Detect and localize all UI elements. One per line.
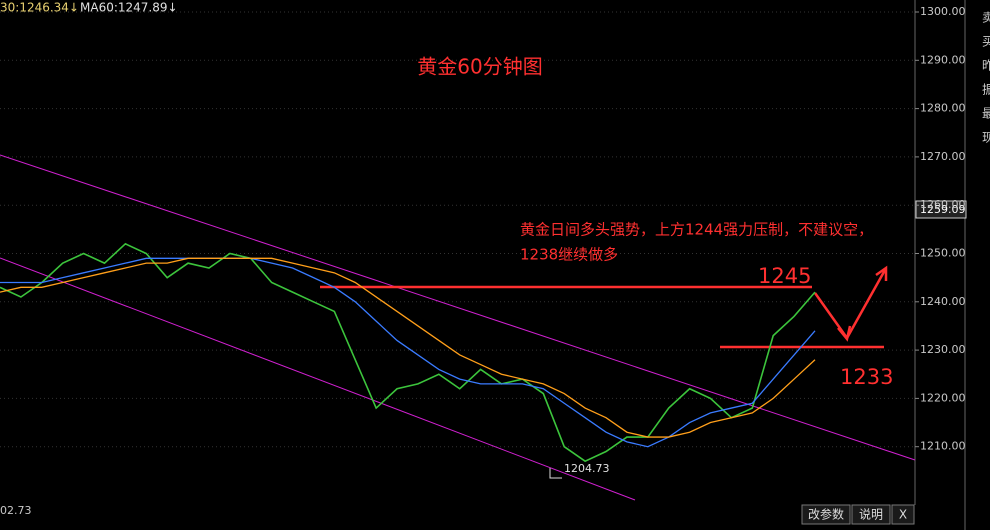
y-tick-label: 1260.00 <box>920 198 966 211</box>
side-panel-label: 振 <box>982 83 990 97</box>
button-label[interactable]: X <box>899 508 907 522</box>
arrow-head <box>875 265 888 281</box>
y-tick-label: 1250.00 <box>920 247 966 260</box>
side-panel-label: 买 <box>982 35 990 49</box>
chart-title: 黄金60分钟图 <box>417 55 542 79</box>
side-panel-label: 昨 <box>982 59 990 73</box>
series-line <box>0 242 816 463</box>
y-tick-label: 1220.00 <box>920 391 966 404</box>
side-panel-label: 卖 <box>982 11 990 25</box>
side-panel-label: 现 <box>982 131 990 145</box>
y-tick-label: 1290.00 <box>920 53 966 66</box>
series-line <box>0 257 816 438</box>
button-label[interactable]: 说明 <box>859 507 883 522</box>
y-tick-label: 1280.00 <box>920 102 966 115</box>
channel-line <box>0 154 916 461</box>
annotation: 黄金日间多头强势，上方1244强力压制，不建议空， <box>520 221 873 239</box>
price-box <box>915 200 967 219</box>
button[interactable] <box>801 504 851 525</box>
bottom-label: 02.73 <box>0 504 32 517</box>
indicator-label: MA60:1247.89↓ <box>80 1 178 15</box>
annotation: 1238继续做多 <box>520 246 618 264</box>
y-tick-label: 1230.00 <box>920 343 966 356</box>
level-label: 1233 <box>840 365 893 389</box>
y-tick-label: 1240.00 <box>920 295 966 308</box>
indicator-label: 30:1246.34↓ <box>0 1 79 15</box>
channel-line <box>0 257 636 501</box>
arrow-head <box>837 325 852 342</box>
low-marker <box>549 468 562 479</box>
button[interactable] <box>851 504 891 525</box>
y-tick-label: 1300.00 <box>920 5 966 18</box>
button[interactable] <box>891 504 915 525</box>
y-tick-label: 1210.00 <box>920 440 966 453</box>
low-label: 1204.73 <box>564 462 610 475</box>
level-label: 1245 <box>758 264 811 288</box>
side-panel-label: 最 <box>982 107 990 121</box>
last-price: 1259.09 <box>920 203 966 216</box>
series-line <box>0 257 816 448</box>
button-label[interactable]: 改参数 <box>808 507 844 522</box>
y-tick-label: 1270.00 <box>920 150 966 163</box>
